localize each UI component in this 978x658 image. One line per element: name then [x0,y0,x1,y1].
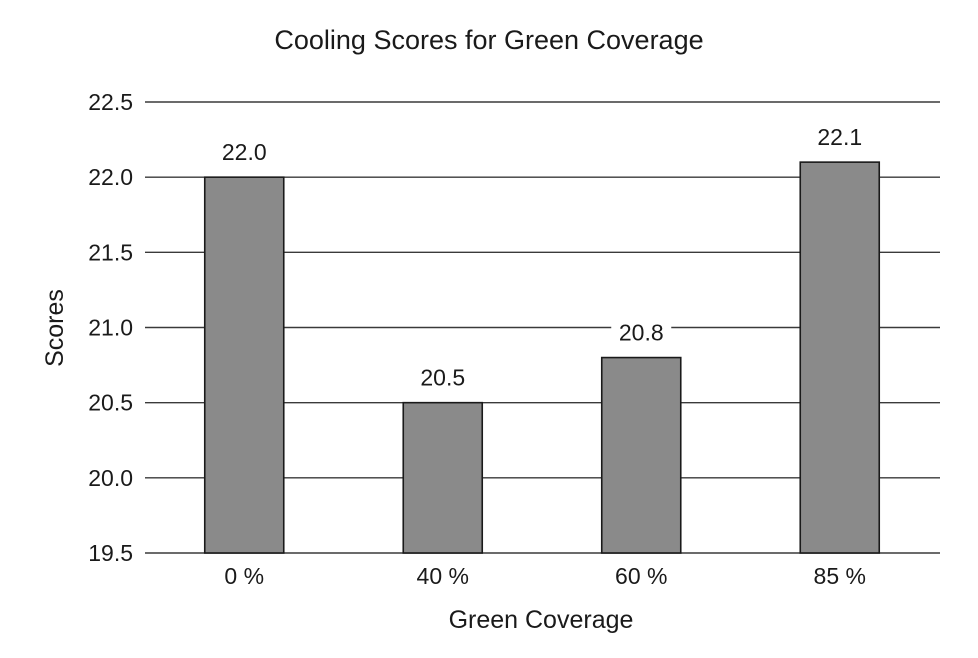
data-label: 20.5 [420,365,465,391]
data-label: 22.0 [222,139,267,165]
data-label-background [809,122,870,153]
data-label: 22.1 [817,124,862,150]
bar [600,356,682,554]
chart-title: Cooling Scores for Green Coverage [274,25,703,55]
bars [203,161,881,554]
y-tick-label: 20.5 [88,390,133,416]
x-tick-label: 85 % [814,563,866,589]
y-tick-label: 21.0 [88,315,133,341]
y-tick-label: 21.5 [88,239,133,265]
bar [203,176,285,554]
x-tick-label: 60 % [615,563,667,589]
x-axis-label: Green Coverage [449,606,634,634]
x-tick-label: 0 % [224,563,264,589]
y-tick-label: 22.0 [88,164,133,190]
data-label: 20.8 [619,320,664,346]
data-label-background [611,317,672,348]
x-axis-ticks: 0 % 40 % 60 % 85 % [224,563,866,589]
y-axis-ticks: 19.5 20.0 20.5 21.0 21.5 22.0 22.5 [88,89,133,566]
y-axis-label: Scores [41,289,69,367]
data-label-background [412,362,473,393]
bar [402,401,484,554]
x-tick-label: 40 % [417,563,469,589]
y-tick-label: 20.0 [88,465,133,491]
y-tick-label: 22.5 [88,89,133,115]
bar [799,161,881,554]
data-label-background [214,137,275,168]
data-labels: 22.0 20.5 20.8 22.1 [214,122,870,393]
y-tick-label: 19.5 [88,540,133,566]
